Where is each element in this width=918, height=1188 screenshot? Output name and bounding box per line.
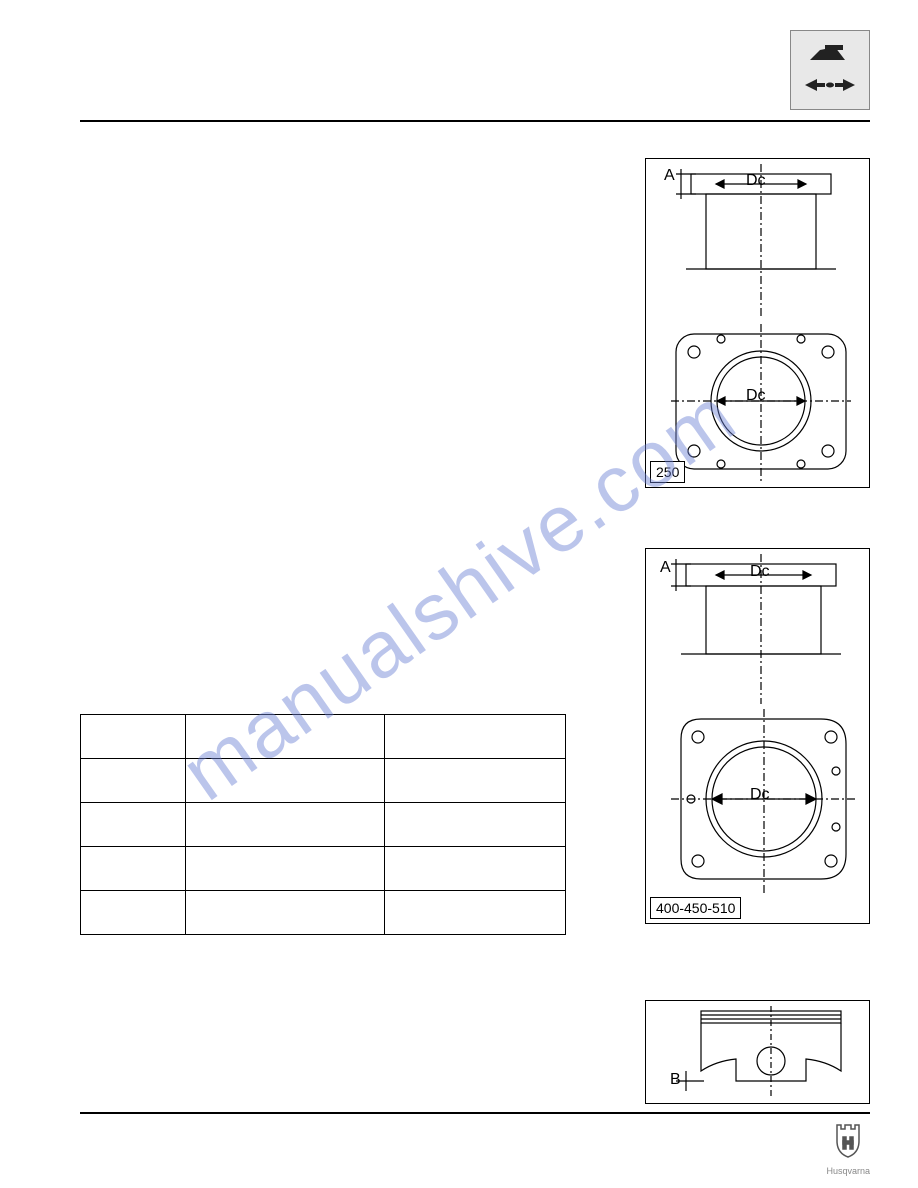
spec-table — [80, 714, 566, 935]
dim-label-a-250: A — [664, 167, 675, 185]
figure-label-400: 400-450-510 — [650, 897, 741, 919]
dim-label-a-400: A — [660, 559, 671, 577]
figure-cylinder-250: A Dc Dc 250 — [645, 158, 870, 488]
header-section-icon — [790, 30, 870, 110]
figure-piston: B — [645, 1000, 870, 1104]
dim-label-dc-bot-250: Dc — [746, 387, 766, 405]
dim-label-b-piston: B — [670, 1071, 681, 1089]
figure-cylinder-400: A Dc Dc 400-450-510 — [645, 548, 870, 924]
table-row — [81, 891, 566, 935]
table-row — [81, 759, 566, 803]
dim-label-dc-top-400: Dc — [750, 563, 770, 581]
husqvarna-logo: Husqvarna — [826, 1123, 870, 1176]
table-row — [81, 715, 566, 759]
footer-rule — [80, 1112, 870, 1114]
table-row — [81, 847, 566, 891]
table-row — [81, 803, 566, 847]
header-rule — [80, 120, 870, 122]
figure-label-250: 250 — [650, 461, 685, 483]
footer-logo-text: Husqvarna — [826, 1166, 870, 1176]
dim-label-dc-top-250: Dc — [746, 172, 766, 190]
dim-label-dc-bot-400: Dc — [750, 786, 770, 804]
